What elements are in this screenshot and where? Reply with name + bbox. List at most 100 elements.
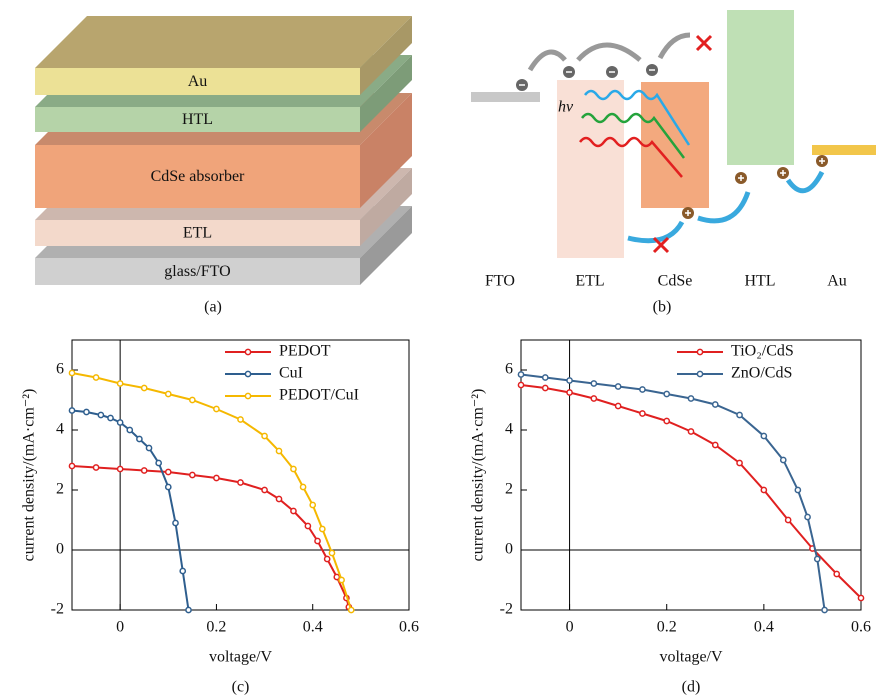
data-point bbox=[69, 408, 74, 413]
data-point bbox=[320, 526, 325, 531]
data-point bbox=[69, 370, 74, 375]
data-point bbox=[616, 384, 621, 389]
data-point bbox=[93, 465, 98, 470]
layer-label: HTL bbox=[182, 111, 213, 128]
data-point bbox=[761, 433, 766, 438]
x-axis-label: voltage/V bbox=[659, 649, 723, 666]
data-point bbox=[118, 420, 123, 425]
data-point bbox=[640, 387, 645, 392]
caption: (c) bbox=[232, 679, 250, 696]
data-point bbox=[180, 568, 185, 573]
data-point bbox=[786, 517, 791, 522]
data-point bbox=[349, 607, 354, 612]
legend-label: PEDOT bbox=[279, 343, 331, 360]
data-point bbox=[238, 417, 243, 422]
panel-a: glass/FTOETLCdSe absorberHTLAu bbox=[35, 16, 412, 285]
data-point bbox=[137, 436, 142, 441]
data-point bbox=[262, 487, 267, 492]
data-point bbox=[795, 487, 800, 492]
series-line bbox=[72, 411, 189, 611]
data-point bbox=[815, 556, 820, 561]
x-tick-label: 0 bbox=[566, 619, 574, 636]
y-tick-label: -2 bbox=[500, 601, 513, 618]
legend-marker bbox=[697, 371, 702, 376]
data-point bbox=[543, 375, 548, 380]
data-point bbox=[291, 466, 296, 471]
chart: 00.20.40.6-20246voltage/Vcurrent density… bbox=[470, 340, 871, 696]
data-point bbox=[688, 429, 693, 434]
data-point bbox=[688, 396, 693, 401]
legend-label: TiO₂/CdS bbox=[731, 343, 794, 360]
data-point bbox=[214, 475, 219, 480]
data-point bbox=[664, 391, 669, 396]
data-point bbox=[238, 480, 243, 485]
data-point bbox=[713, 442, 718, 447]
chart: 00.20.40.6-20246voltage/Vcurrent density… bbox=[21, 340, 419, 696]
band-label: FTO bbox=[485, 273, 515, 290]
legend-marker bbox=[245, 371, 250, 376]
data-point bbox=[713, 402, 718, 407]
data-point bbox=[858, 595, 863, 600]
data-point bbox=[108, 415, 113, 420]
y-tick-label: 4 bbox=[56, 421, 64, 438]
data-point bbox=[834, 571, 839, 576]
y-tick-label: 2 bbox=[505, 481, 513, 498]
data-point bbox=[262, 433, 267, 438]
x-axis-label: voltage/V bbox=[209, 649, 273, 666]
series-line bbox=[72, 466, 349, 607]
data-point bbox=[737, 412, 742, 417]
data-point bbox=[166, 484, 171, 489]
data-point bbox=[781, 457, 786, 462]
legend-marker bbox=[245, 393, 250, 398]
x-tick-label: 0.6 bbox=[851, 619, 871, 636]
data-point bbox=[822, 607, 827, 612]
y-tick-label: 2 bbox=[56, 481, 64, 498]
y-axis-label: current density/(mA·cm⁻²) bbox=[21, 389, 38, 562]
y-tick-label: -2 bbox=[51, 601, 64, 618]
plot-frame bbox=[72, 340, 409, 610]
layer-top bbox=[35, 16, 412, 68]
data-point bbox=[315, 538, 320, 543]
legend-marker bbox=[245, 349, 250, 354]
data-point bbox=[190, 472, 195, 477]
data-point bbox=[146, 445, 151, 450]
figure: glass/FTOETLCdSe absorberHTLAu (a) hv FT… bbox=[0, 0, 876, 700]
data-point bbox=[214, 406, 219, 411]
data-point bbox=[664, 418, 669, 423]
data-point bbox=[98, 412, 103, 417]
layer-label: ETL bbox=[183, 225, 212, 242]
data-point bbox=[291, 508, 296, 513]
data-point bbox=[805, 514, 810, 519]
htl-band bbox=[727, 10, 794, 165]
data-point bbox=[173, 520, 178, 525]
band-label: ETL bbox=[575, 273, 604, 290]
series-line bbox=[72, 373, 351, 610]
layer-label: glass/FTO bbox=[164, 263, 230, 280]
data-point bbox=[567, 390, 572, 395]
caption: (d) bbox=[682, 679, 701, 696]
data-point bbox=[69, 463, 74, 468]
layer-label: Au bbox=[188, 73, 208, 90]
y-tick-label: 0 bbox=[505, 541, 513, 558]
band-label: Au bbox=[827, 273, 847, 290]
y-tick-label: 6 bbox=[505, 361, 513, 378]
legend-label: PEDOT/CuI bbox=[279, 387, 359, 404]
data-point bbox=[166, 391, 171, 396]
band-label: HTL bbox=[744, 273, 775, 290]
y-tick-label: 0 bbox=[56, 541, 64, 558]
data-point bbox=[616, 403, 621, 408]
legend-label: CuI bbox=[279, 365, 303, 382]
data-point bbox=[329, 550, 334, 555]
data-point bbox=[142, 468, 147, 473]
data-point bbox=[640, 411, 645, 416]
legend-label: ZnO/CdS bbox=[731, 365, 792, 382]
x-tick-label: 0.2 bbox=[206, 619, 226, 636]
data-point bbox=[310, 502, 315, 507]
data-point bbox=[591, 381, 596, 386]
data-point bbox=[518, 382, 523, 387]
caption: (a) bbox=[204, 299, 222, 316]
x-tick-label: 0 bbox=[116, 619, 124, 636]
